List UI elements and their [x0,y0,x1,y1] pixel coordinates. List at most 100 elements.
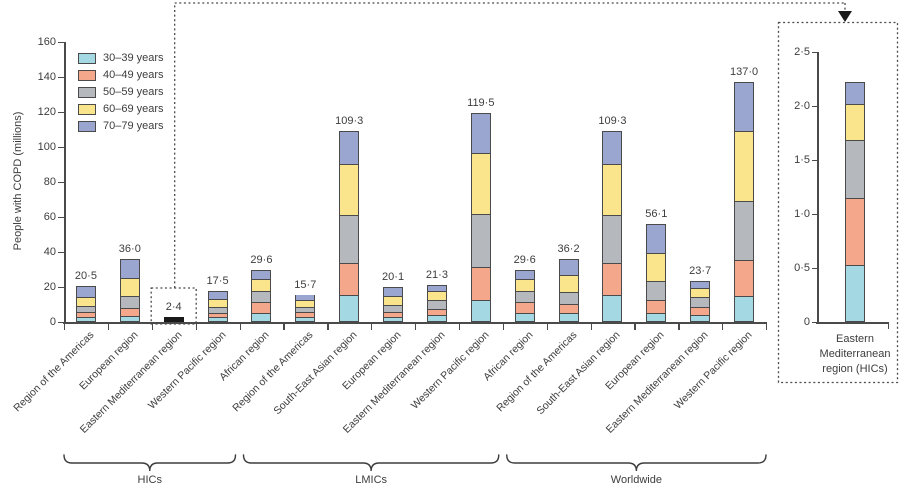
bar-segment [296,316,315,321]
legend-swatch-icon [78,104,96,115]
bar-black [163,317,184,322]
bar-segment [559,259,578,276]
bar-segment [471,113,490,154]
bar-segment [691,297,710,308]
bar-segment [427,291,446,301]
legend: 30–39 years 40–49 years 50–59 years 60–69 y… [78,50,164,135]
bar-segment [120,278,139,296]
bar-segment [252,271,271,279]
bar-segment [340,131,359,164]
bar-segment [120,307,139,317]
bar-segment [691,314,710,321]
y-tick-label: 40 [43,246,56,258]
bar-segment [515,302,534,313]
group-label: HICs [137,474,162,486]
bar-segment [735,296,754,321]
x-tick [327,323,329,330]
bar-segment [559,292,578,305]
y-tick [58,77,64,79]
bar-segment [427,285,446,292]
x-tick [107,323,110,330]
inset-category-label: Mediterranean [819,348,891,360]
legend-label: 60–69 years [103,103,164,115]
bar-segment [252,312,271,321]
bar [470,112,491,322]
inset-bar-segment [846,140,864,198]
group-brace [63,454,237,472]
inset-bar-segment [846,197,864,266]
legend-swatch-icon [78,121,96,132]
bar-value-label: 137·0 [729,66,759,79]
bar [383,286,404,322]
y-tick [58,182,64,184]
bar-value-label: 36·0 [118,243,141,255]
y-tick-label: 80 [43,176,56,188]
bar-segment [427,315,446,321]
bar-segment [427,309,446,316]
bar-value-label: 36·2 [557,242,580,255]
bar-segment [296,312,315,317]
bar-value-label: 109·3 [335,114,364,127]
bar-segment [208,317,227,321]
bar-segment [691,307,710,315]
inset-y-tick [812,160,817,162]
legend-swatch-icon [78,53,96,64]
bar [646,223,667,322]
bar-segment [76,287,95,297]
bar-segment [76,317,95,321]
x-tick [678,323,680,330]
bar-segment [515,271,534,279]
bar-segment [340,262,359,296]
inset-category-label: region (HICs) [822,363,888,375]
x-tick [283,323,285,330]
bar-segment [691,281,710,288]
y-tick [58,42,64,44]
bar-segment [427,300,446,310]
y-tick-label: 100 [37,141,56,153]
legend-label: 70–79 years [103,120,164,132]
bar-segment [647,300,666,313]
legend-item: 60–69 years [78,101,164,118]
bar-segment [735,259,754,297]
bar-value-label: 15·7 [294,278,317,291]
x-tick [590,323,592,330]
bar-segment [603,163,622,215]
x-tick [195,323,197,330]
bar-value-label: 21·3 [425,268,448,281]
bar-segment [735,83,754,131]
bar-segment [647,312,666,321]
bar-segment [515,290,534,303]
y-tick-label: 0 [49,316,56,328]
bar [119,259,140,322]
y-tick-label: 60 [43,211,56,223]
bar [514,270,535,322]
bar-segment [340,214,359,263]
inset-y-tick-label: 0·5 [794,262,810,274]
bar-segment [603,295,622,321]
legend-label: 50–59 years [103,86,164,98]
bar-segment [340,163,359,215]
bar-segment [515,312,534,321]
y-tick [58,252,64,254]
bar-segment [647,224,666,253]
legend-item: 40–49 years [78,67,164,84]
bar-segment [559,275,578,293]
bar-segment [340,295,359,321]
bar-value-label: 29·6 [513,254,536,267]
bar-segment [120,260,139,279]
bar-segment [603,262,622,296]
legend-swatch-icon [78,70,96,81]
bar-segment [691,287,710,298]
bar-segment [252,302,271,313]
bar-value-label: 56·1 [645,207,668,220]
bar-segment [471,267,490,300]
inset-y-tick [812,322,817,324]
inset-y-tick [812,214,817,216]
inset-y-axis [817,52,819,324]
inset-y-tick-label: 2·0 [794,100,810,112]
bar-segment [208,307,227,314]
legend-item: 70–79 years [78,118,164,135]
y-axis [64,42,66,324]
bar [734,82,755,322]
